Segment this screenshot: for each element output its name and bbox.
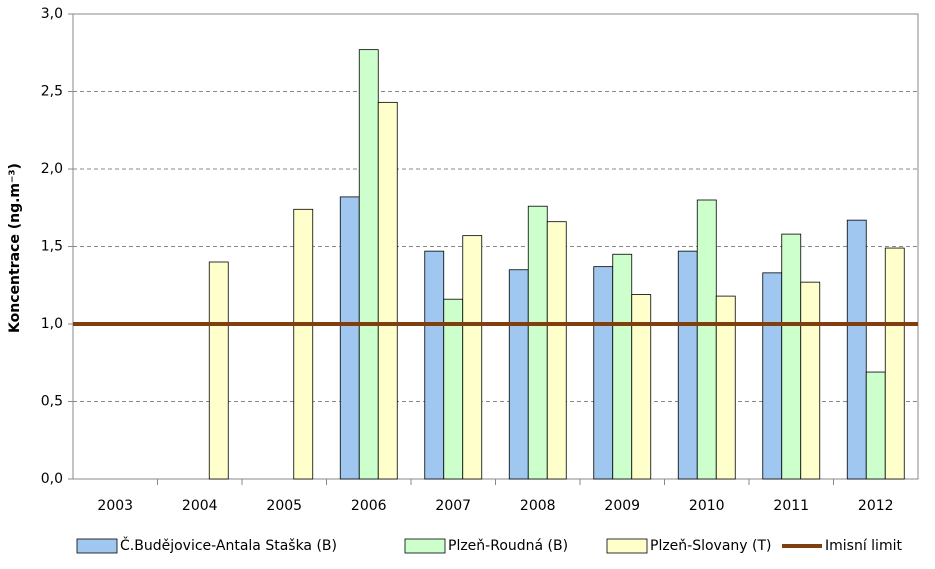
- legend-swatch: [76, 538, 118, 554]
- x-tick-label: 2011: [773, 498, 809, 514]
- bar: [339, 196, 360, 480]
- x-tick-label: 2009: [604, 498, 640, 514]
- y-tick-label: 0,0: [41, 471, 63, 487]
- x-tick-label: 2012: [858, 498, 894, 514]
- y-axis-label: Koncentrace (ng.m⁻³): [7, 163, 23, 333]
- y-tick-label: 2,5: [41, 84, 63, 100]
- bar: [696, 199, 717, 480]
- legend-label: Plzeň-Slovany (T): [650, 538, 772, 554]
- bar: [358, 49, 379, 480]
- bar: [208, 261, 229, 480]
- bar: [527, 205, 548, 480]
- bar: [631, 294, 652, 480]
- legend-swatch: [606, 538, 648, 554]
- legend-swatch: [404, 538, 446, 554]
- bar: [377, 101, 398, 480]
- x-tick-label: 2004: [182, 498, 218, 514]
- x-tick-label: 2005: [266, 498, 302, 514]
- bar: [546, 221, 567, 480]
- bar: [677, 250, 698, 480]
- x-tick-label: 2010: [689, 498, 725, 514]
- x-tick-label: 2007: [435, 498, 471, 514]
- y-tick-label: 0,5: [41, 394, 63, 410]
- bar: [462, 235, 483, 480]
- y-tick-label: 3,0: [41, 6, 63, 22]
- bar: [884, 247, 905, 480]
- legend-label: Plzeň-Roudná (B): [448, 538, 568, 554]
- x-tick-label: 2008: [520, 498, 556, 514]
- y-tick-label: 1,5: [41, 239, 63, 255]
- bar: [715, 295, 736, 480]
- legend-label: Imisní limit: [825, 538, 902, 554]
- x-tick-label: 2006: [351, 498, 387, 514]
- bar: [800, 281, 821, 480]
- bar: [424, 250, 445, 480]
- bar: [508, 269, 529, 480]
- bar: [762, 272, 783, 480]
- bar: [846, 219, 867, 480]
- y-tick-label: 1,0: [41, 316, 63, 332]
- y-tick-label: 2,0: [41, 161, 63, 177]
- bar: [293, 208, 314, 480]
- legend-label: Č.Budějovice-Antala Staška (B): [120, 536, 337, 554]
- bar: [781, 233, 802, 480]
- bar: [593, 266, 614, 480]
- bar: [443, 298, 464, 480]
- bar: [865, 371, 886, 480]
- bar: [612, 253, 633, 480]
- x-tick-label: 2003: [97, 498, 133, 514]
